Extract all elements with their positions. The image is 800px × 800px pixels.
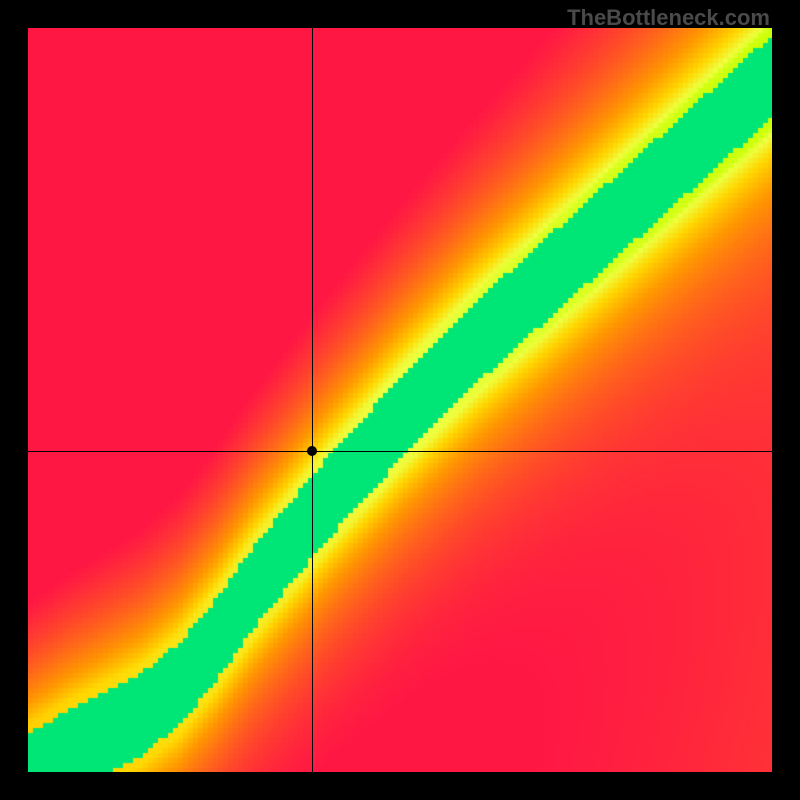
watermark-text: TheBottleneck.com (567, 5, 770, 31)
heatmap-plot-area (28, 28, 772, 772)
crosshair-horizontal (28, 451, 772, 452)
datapoint-marker (307, 446, 317, 456)
crosshair-vertical (312, 28, 313, 772)
heatmap-canvas (28, 28, 772, 772)
